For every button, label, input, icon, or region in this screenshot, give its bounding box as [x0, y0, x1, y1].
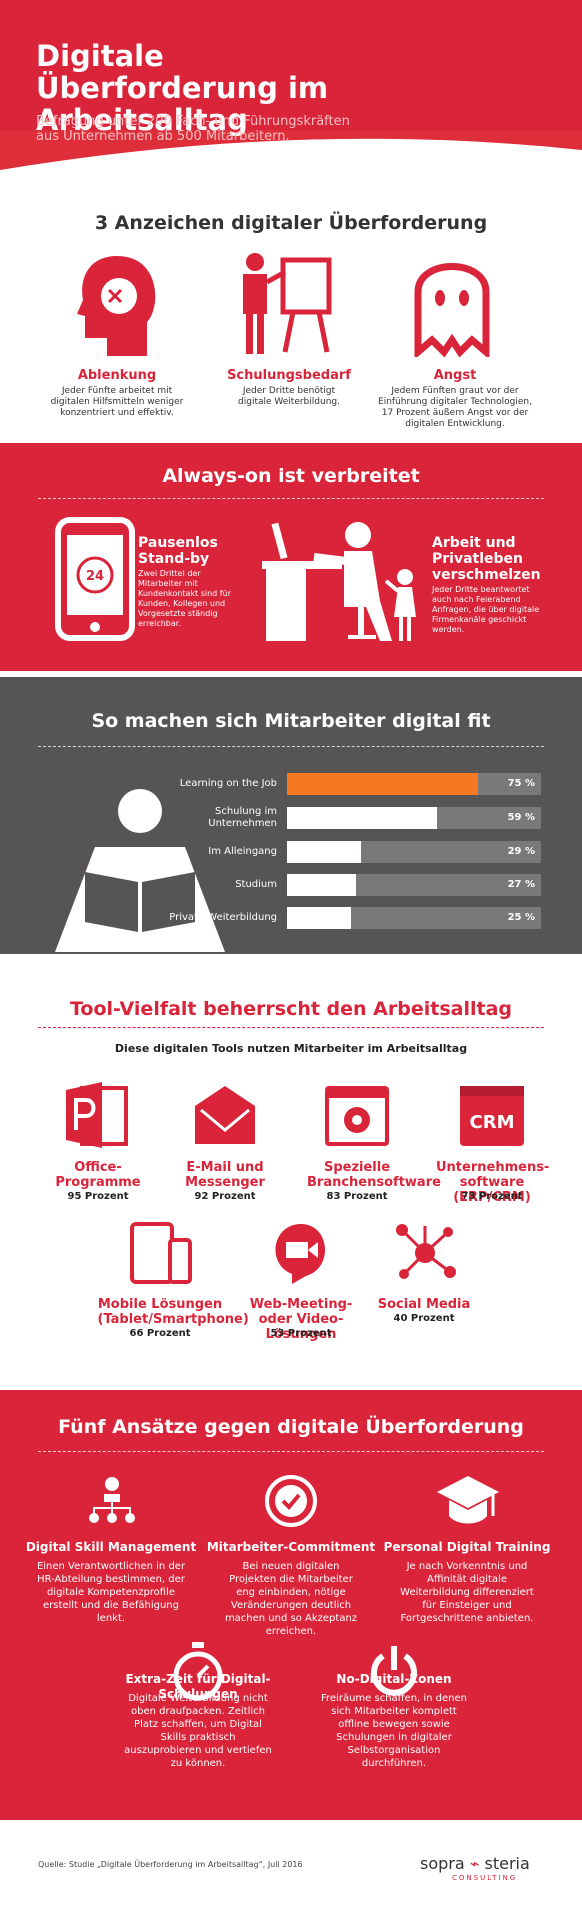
logo-mark: ⌁	[469, 1854, 480, 1873]
software-icon	[325, 1086, 389, 1146]
tool-title: Office-Programme	[55, 1160, 141, 1190]
video-icon	[275, 1224, 326, 1284]
subtitle: Befragung unter 200 Fach- und Führungskr…	[36, 114, 350, 144]
phone-icon: 24	[55, 517, 135, 641]
header: Digitale Überforderung im Arbeitsalltag …	[0, 0, 582, 190]
bar-category: Studium	[235, 879, 277, 890]
sign-title: Angst	[433, 368, 477, 383]
power-icon	[371, 1646, 417, 1696]
approach-title: No-Digital-Zonen	[336, 1672, 452, 1686]
tool-title: Unternehmens-software (ERP/CRM)	[436, 1160, 550, 1205]
bar-value-label: 29 %	[507, 846, 535, 857]
tool-share: 66 Prozent	[129, 1328, 191, 1339]
approach-text: Einen Verantwortlichen in der HR-Abteilu…	[36, 1561, 186, 1624]
divider	[38, 498, 544, 499]
bar-category: Private Weiterbildung	[169, 912, 277, 923]
bar-value-label: 75 %	[507, 778, 535, 789]
bar	[287, 874, 356, 896]
tool-title: Web-Meeting- oder Video-Lösungen	[249, 1297, 353, 1342]
sign-text: Jeder Fünfte arbeitet mit digitalen Hilf…	[50, 386, 184, 418]
bar-value-label: 59 %	[507, 812, 535, 823]
footer: Quelle: Studie „Digitale Überforderung i…	[0, 1820, 582, 1929]
tool-title: Mobile Lösungen (Tablet/Smartphone)	[97, 1297, 249, 1327]
mobile-icon	[130, 1222, 192, 1284]
approach-title: Digital Skill Management	[25, 1540, 197, 1554]
bar-value-label: 25 %	[507, 912, 535, 923]
office-icon	[66, 1082, 128, 1148]
sign-title: Ablenkung	[77, 368, 157, 383]
bar	[287, 907, 351, 929]
logo-left: sopra	[420, 1854, 465, 1873]
mail-icon	[195, 1086, 255, 1144]
bar-category: Im Alleingang	[208, 846, 277, 857]
commitment-icon	[265, 1475, 317, 1527]
tool-title: Social Media	[377, 1297, 471, 1312]
approach-text: Freiräume schaffen, in denen sich Mitarb…	[320, 1693, 468, 1769]
org-icon	[89, 1477, 135, 1523]
head-icon	[77, 256, 156, 356]
tool-share: 53 Prozent	[270, 1328, 332, 1339]
logo-right: steria	[484, 1854, 530, 1873]
crm-icon: CRM	[460, 1086, 524, 1146]
heading: Always-on ist verbreitet	[162, 465, 420, 487]
divider	[38, 1451, 544, 1452]
item-text: Zwei Drittel der Mitarbeiter mit Kundenk…	[138, 569, 231, 628]
title: Digitale Überforderung im Arbeitsalltag	[36, 39, 329, 137]
tools-section: Tool-Vielfalt beherrscht den Arbeitsallt…	[0, 960, 582, 1385]
social-icon	[396, 1224, 456, 1279]
sign-text: Jedem Fünften graut vor der Einführung d…	[378, 386, 532, 429]
crm-label: CRM	[470, 1112, 515, 1133]
tool-share: 40 Prozent	[393, 1313, 455, 1324]
bar	[287, 807, 437, 829]
approach-title: Mitarbeiter-Commitment	[206, 1540, 376, 1554]
tool-share: 95 Prozent	[67, 1191, 129, 1202]
bar	[287, 773, 478, 795]
bar-category: Learning on the Job	[179, 778, 277, 789]
ghost-icon	[414, 263, 490, 357]
bar-value-label: 27 %	[507, 879, 535, 890]
cap-icon	[437, 1476, 499, 1524]
subheading: Diese digitalen Tools nutzen Mitarbeiter…	[114, 1042, 468, 1055]
phone-label: 24	[86, 569, 104, 584]
approaches-section: Fünf Ansätze gegen digitale Überforderun…	[0, 1390, 582, 1820]
approach-text: Bei neuen digitalen Projekten die Mitarb…	[224, 1561, 358, 1637]
tool-title: E-Mail und Messenger	[185, 1160, 265, 1190]
signs-section: 3 Anzeichen digitaler Überforderung Able…	[0, 190, 582, 440]
tool-share: 83 Prozent	[326, 1191, 388, 1202]
source: Quelle: Studie „Digitale Überforderung i…	[38, 1860, 303, 1869]
sign-title: Schulungsbedarf	[227, 368, 351, 383]
approach-text: Digitale Weiterbildung nicht oben draufp…	[124, 1693, 272, 1769]
approach-text: Je nach Vorkenntnis und Affinität digita…	[400, 1561, 534, 1624]
desk-icon	[262, 522, 416, 641]
bar	[287, 841, 361, 863]
bar-category: Schulung im Unternehmen	[208, 806, 277, 829]
chart-title: So machen sich Mitarbeiter digital fit	[91, 710, 491, 732]
always-on-section: Always-on ist verbreitet 24 Pausenlos St…	[0, 443, 582, 671]
stopwatch-icon	[173, 1642, 223, 1701]
heading: 3 Anzeichen digitaler Überforderung	[94, 212, 488, 234]
bar-track	[287, 907, 541, 929]
header-curve	[0, 130, 582, 190]
tool-share: 92 Prozent	[194, 1191, 256, 1202]
logo-sub: CONSULTING	[452, 1874, 518, 1882]
tool-share: 73 Prozent	[461, 1191, 523, 1202]
heading: Fünf Ansätze gegen digitale Überforderun…	[58, 1416, 524, 1438]
sign-text: Jeder Dritte benötigt digitale Weiterbil…	[238, 386, 340, 407]
divider	[38, 746, 544, 747]
item-title: Arbeit und Privatleben verschmelzen	[432, 535, 541, 583]
item-text: Jeder Dritte beantwortet auch nach Feier…	[432, 585, 540, 634]
training-icon	[243, 253, 332, 354]
approach-title: Extra-Zeit für Digital-Schulungen	[125, 1672, 271, 1701]
fit-section: So machen sich Mitarbeiter digital fit L…	[0, 677, 582, 954]
tool-title: Spezielle Branchensoftware	[307, 1160, 441, 1190]
reader-icon	[55, 789, 225, 952]
heading: Tool-Vielfalt beherrscht den Arbeitsallt…	[69, 998, 513, 1020]
divider	[38, 1027, 544, 1028]
approach-title: Personal Digital Training	[383, 1540, 551, 1554]
logo: sopra ⌁ steria	[420, 1854, 530, 1873]
item-title: Pausenlos Stand-by	[138, 535, 218, 567]
